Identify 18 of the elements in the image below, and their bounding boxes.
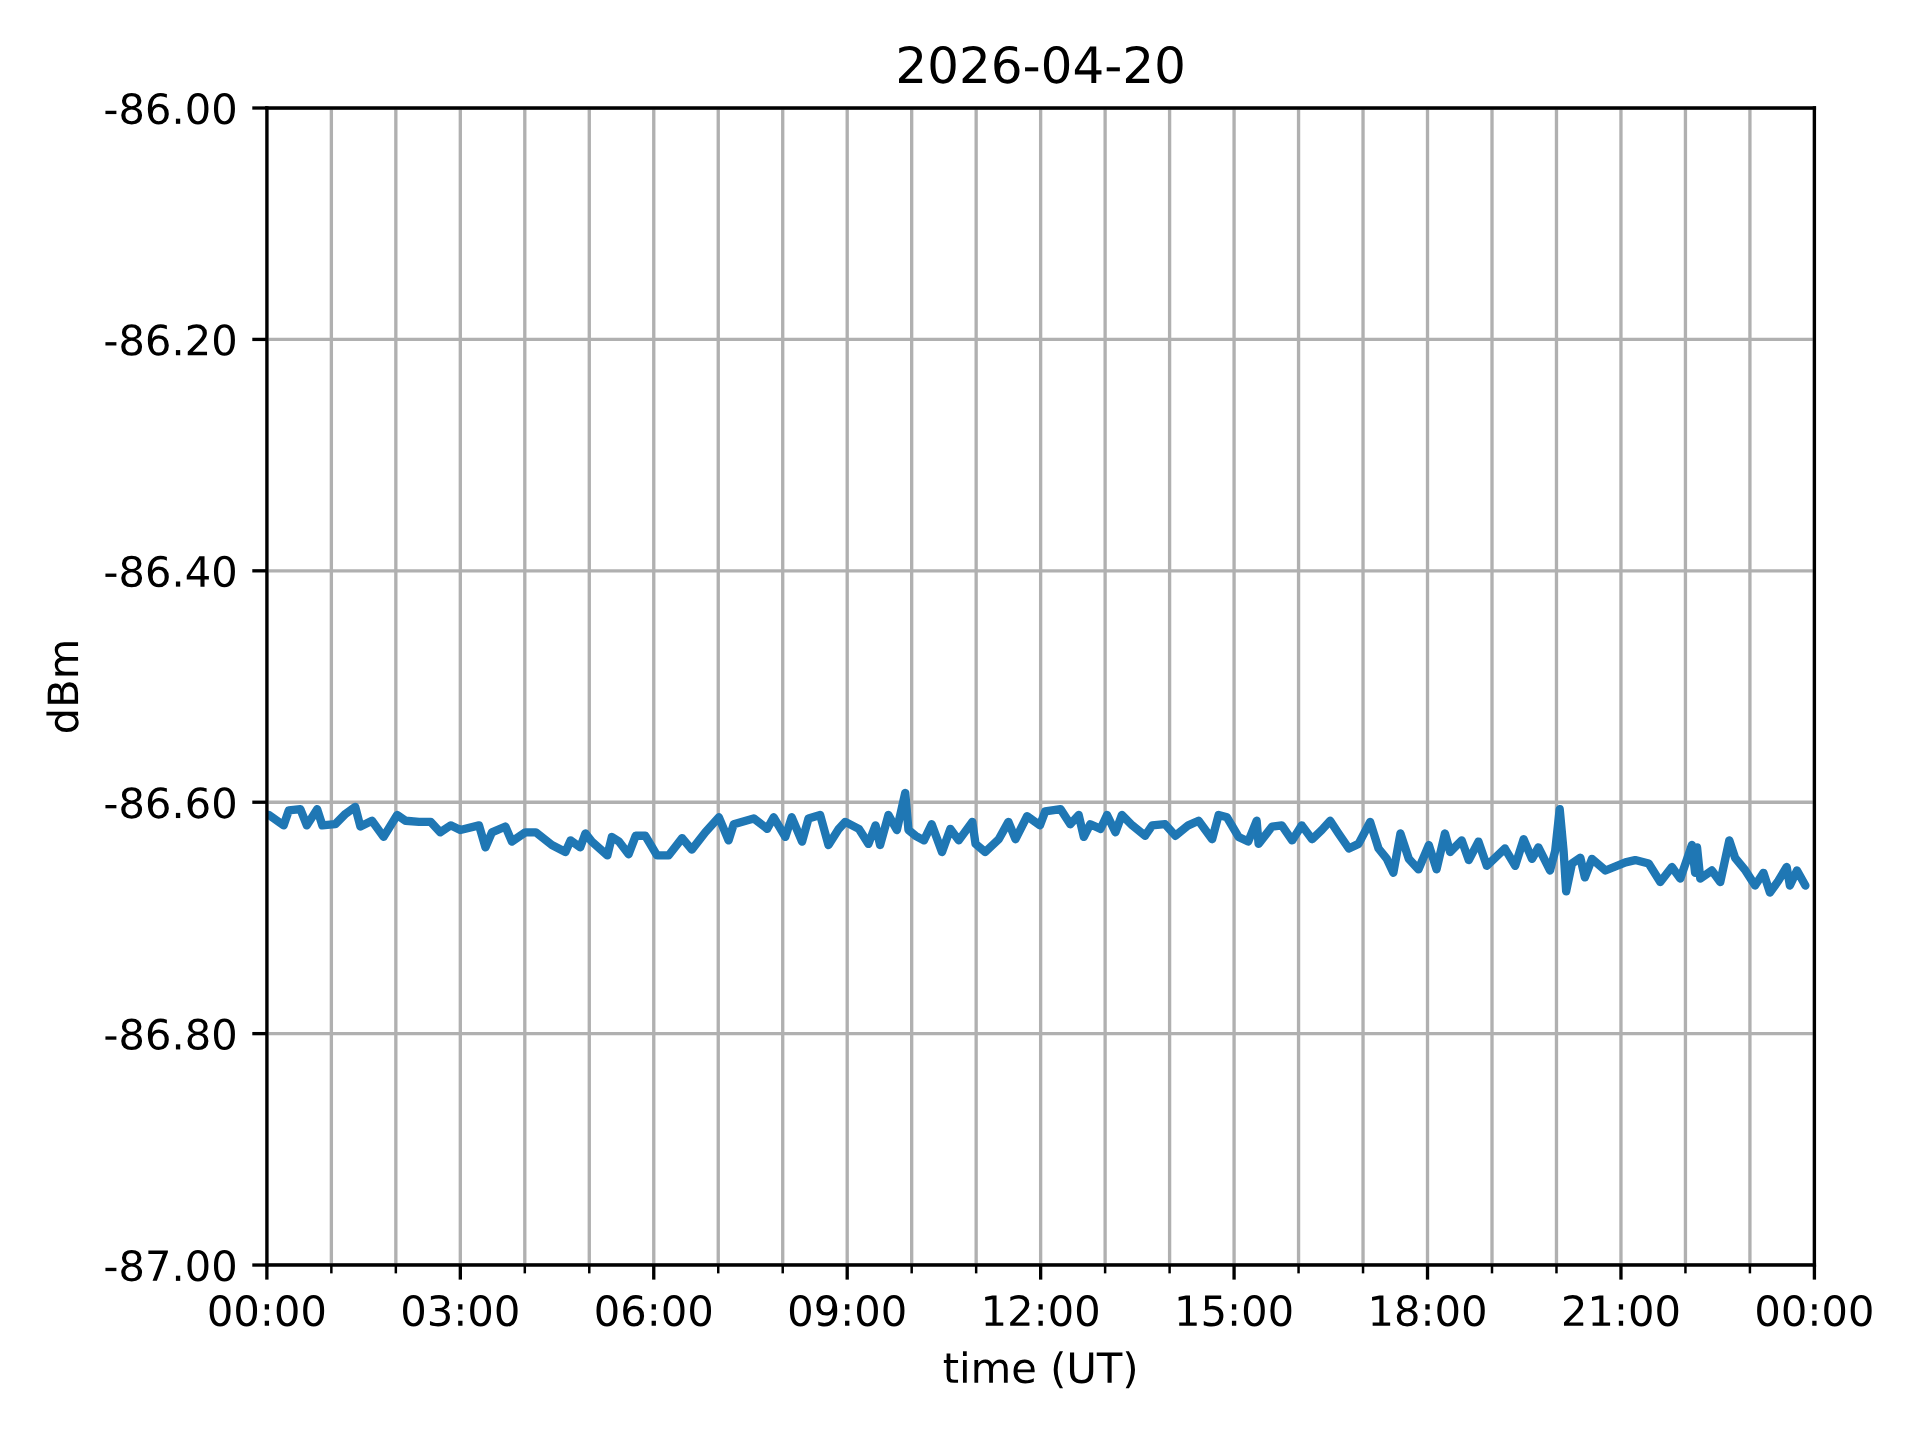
x-tick-label: 06:00 — [596, 1294, 712, 1327]
x-tick-label: 12:00 — [985, 1294, 1098, 1327]
y-tick-label: -86.40 — [105, 555, 235, 588]
y-axis-title: dBm — [46, 642, 79, 733]
y-tick-label: -86.60 — [105, 787, 235, 819]
x-tick-label: 21:00 — [1563, 1294, 1679, 1327]
y-tick-label: -86.20 — [105, 324, 235, 356]
x-axis-title: time (UT) — [943, 1351, 1135, 1389]
y-tick-label: -86.00 — [105, 92, 235, 125]
x-tick-label: 15:00 — [1178, 1294, 1292, 1327]
x-tick-label: 03:00 — [403, 1294, 518, 1327]
x-tick-label: 09:00 — [789, 1294, 905, 1327]
y-tick-label: -86.80 — [105, 1018, 235, 1051]
chart-title: 2026-04-20 — [899, 45, 1183, 84]
x-tick-label: 00:00 — [209, 1294, 325, 1327]
y-tick-label: -87.00 — [105, 1249, 235, 1282]
x-tick-label: 00:00 — [1757, 1294, 1872, 1327]
x-tick-label: 18:00 — [1372, 1294, 1485, 1327]
